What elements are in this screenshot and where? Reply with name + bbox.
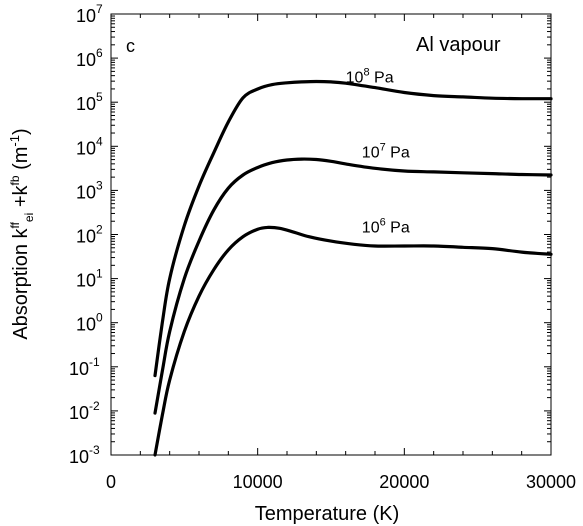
y-tick-exponent: 4 bbox=[96, 134, 103, 148]
y-tick-label: 10 bbox=[76, 315, 96, 335]
y-tick-label: 10 bbox=[76, 227, 96, 247]
y-tick-label: 10 bbox=[69, 447, 89, 467]
x-tick-label: 30000 bbox=[526, 472, 576, 492]
y-tick-label: 10 bbox=[76, 50, 96, 70]
y-tick-label: 10 bbox=[76, 271, 96, 291]
y-tick-exponent: 0 bbox=[96, 311, 103, 325]
y-axis-title: Absorption kffei +kfb (m-1) bbox=[7, 128, 36, 339]
series-line-1 bbox=[153, 79, 553, 378]
plot-frame bbox=[110, 13, 552, 456]
y-tick-label: 10 bbox=[69, 403, 89, 423]
series-line-2 bbox=[153, 157, 553, 415]
y-tick-exponent: 5 bbox=[96, 90, 103, 104]
y-tick-label: 10 bbox=[76, 6, 96, 26]
annotation-title: Al vapour bbox=[416, 34, 501, 56]
y-tick-exponent: 7 bbox=[96, 2, 103, 16]
x-tick-label: 0 bbox=[106, 472, 116, 492]
y-tick-exponent: -3 bbox=[89, 443, 100, 457]
x-axis-title: Temperature (K) bbox=[255, 503, 400, 525]
y-tick-label: 10 bbox=[69, 359, 89, 379]
y-tick-label: 10 bbox=[76, 182, 96, 202]
panel-label: c bbox=[126, 36, 135, 56]
y-tick-label: 10 bbox=[76, 138, 96, 158]
x-tick-label: 20000 bbox=[379, 472, 429, 492]
series-label-2: 107 Pa bbox=[362, 142, 410, 162]
y-tick-exponent: -1 bbox=[89, 355, 100, 369]
y-tick-exponent: -2 bbox=[89, 399, 100, 413]
x-axis: 0 10000 20000 30000 bbox=[106, 14, 576, 492]
y-tick-exponent: 6 bbox=[96, 46, 103, 60]
plot-area bbox=[110, 13, 552, 456]
series-layer: 108 Pa 107 Pa 106 Pa bbox=[153, 67, 553, 457]
y-tick-exponent: 3 bbox=[96, 178, 103, 192]
series-line-3 bbox=[153, 225, 553, 457]
y-tick-exponent: 2 bbox=[96, 223, 103, 237]
x-tick-label: 10000 bbox=[233, 472, 283, 492]
series-label-1: 108 Pa bbox=[346, 67, 394, 87]
series-label-3: 106 Pa bbox=[362, 217, 410, 237]
y-tick-label: 10 bbox=[76, 94, 96, 114]
y-tick-exponent: 1 bbox=[96, 267, 103, 281]
labels-layer: c Al vapour Temperature (K) Absorption k… bbox=[7, 34, 501, 525]
